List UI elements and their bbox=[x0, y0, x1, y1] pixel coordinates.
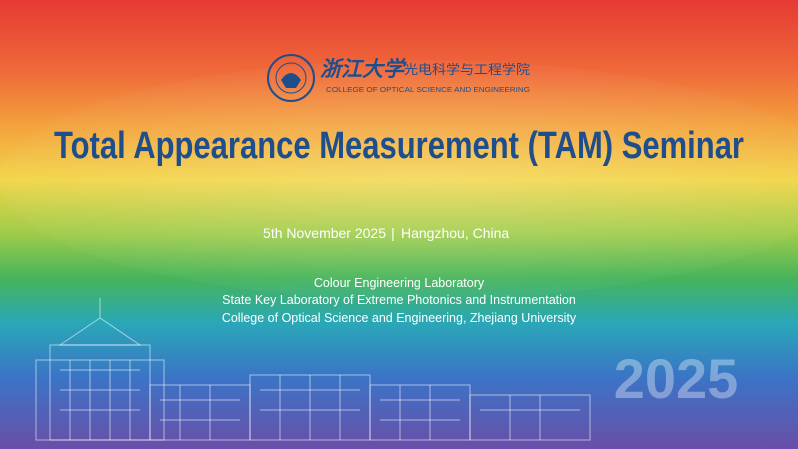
school-name-cn: 光电科学与工程学院 bbox=[404, 62, 530, 77]
event-separator: | bbox=[391, 225, 395, 241]
organizer: College of Optical Science and Engineeri… bbox=[222, 311, 577, 325]
event-date: 5th November 2025 bbox=[263, 225, 386, 241]
title: Total Appearance Measurement (TAM) Semin… bbox=[54, 125, 744, 167]
emblem-mark bbox=[281, 73, 301, 88]
emblem-inner bbox=[275, 62, 307, 94]
logo: 浙江大学 光电科学与工程学院 COLLEGE OF OPTICAL SCIENC… bbox=[267, 54, 530, 102]
event-location: Hangzhou, China bbox=[401, 225, 509, 241]
organizer: State Key Laboratory of Extreme Photonic… bbox=[222, 293, 576, 307]
university-name: 浙江大学 bbox=[320, 56, 407, 81]
emblem-ring bbox=[267, 54, 315, 102]
year-watermark: 2025 bbox=[614, 347, 739, 410]
school-name-en: COLLEGE OF OPTICAL SCIENCE AND ENGINEERI… bbox=[326, 85, 530, 94]
organizer: Colour Engineering Laboratory bbox=[314, 276, 485, 290]
building-sketch bbox=[35, 298, 591, 441]
watercolor-wash bbox=[0, 60, 798, 300]
